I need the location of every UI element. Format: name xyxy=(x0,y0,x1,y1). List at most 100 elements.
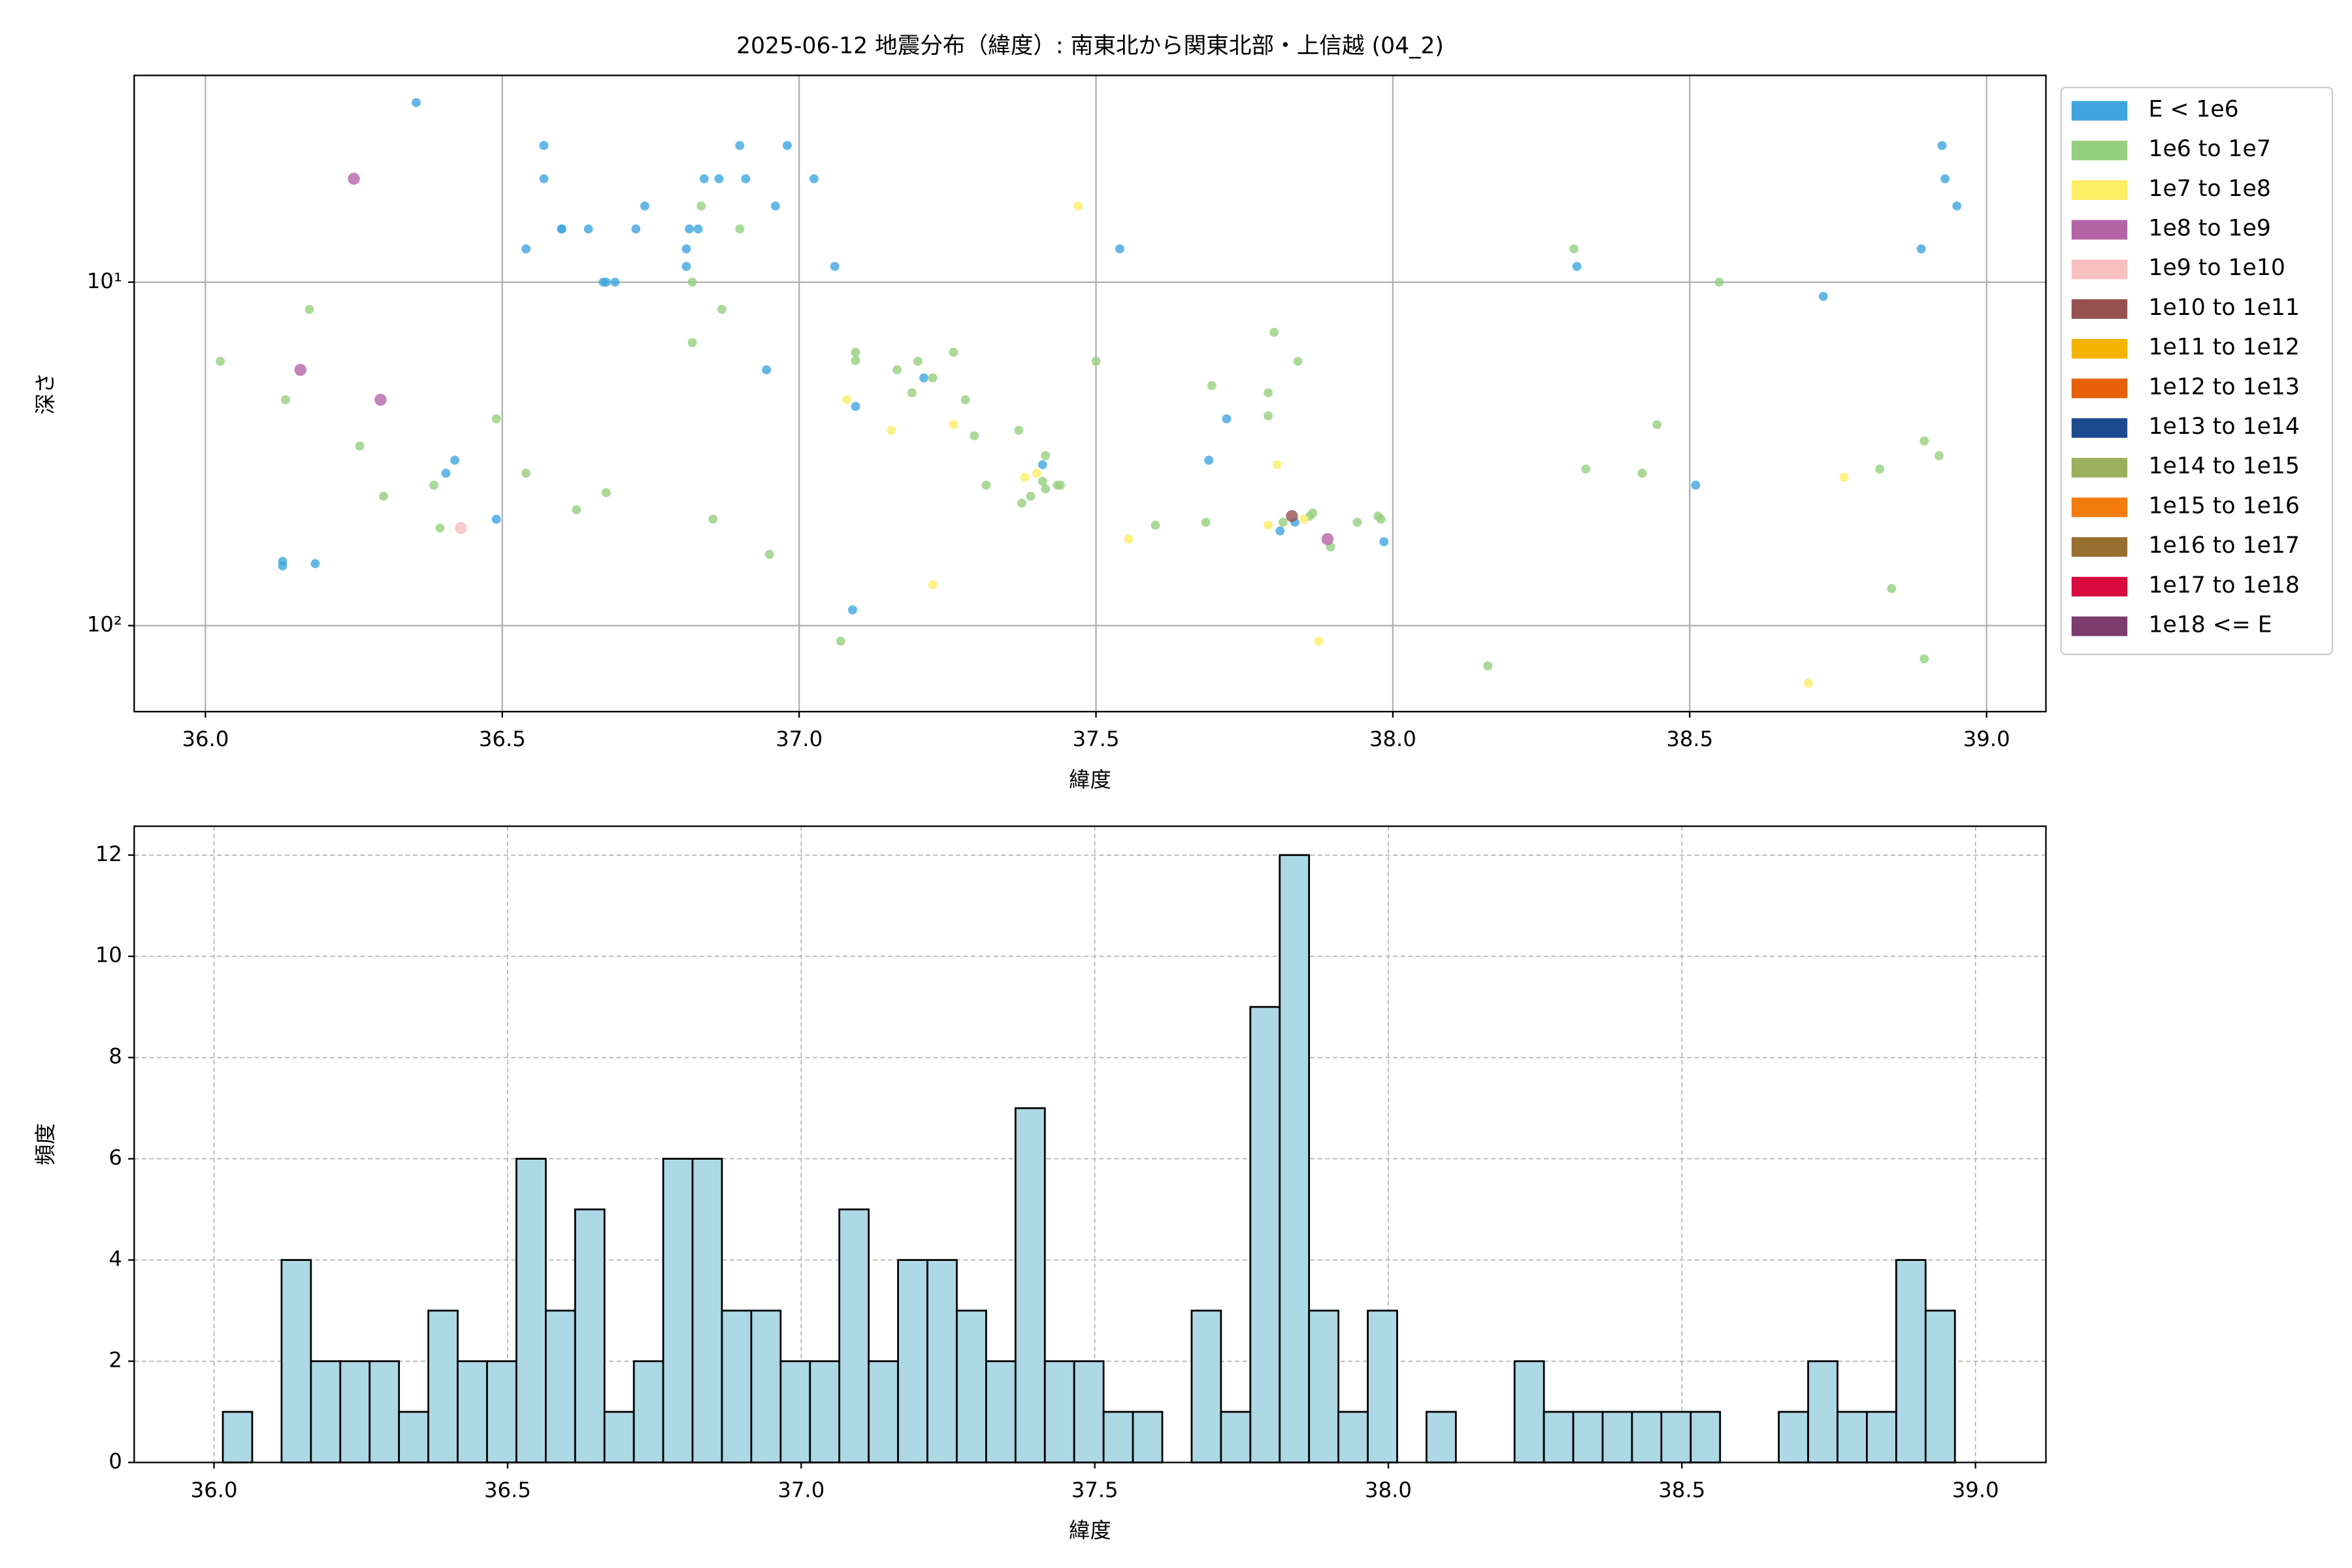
histogram-bar xyxy=(1572,1411,1604,1463)
data-point xyxy=(1804,678,1813,688)
data-point xyxy=(783,140,792,150)
histogram-bar xyxy=(339,1360,371,1463)
legend-swatch xyxy=(2071,299,2128,319)
data-point xyxy=(1204,455,1214,465)
data-point xyxy=(1714,277,1724,287)
data-point xyxy=(1151,520,1160,530)
data-point xyxy=(310,559,320,568)
data-point xyxy=(1314,636,1324,646)
data-point xyxy=(681,261,691,271)
data-point xyxy=(441,468,451,478)
data-point xyxy=(1264,388,1273,398)
x-axis-label: 緯度 xyxy=(1069,767,1111,792)
data-point xyxy=(685,224,694,234)
data-point xyxy=(601,277,611,287)
legend-swatch xyxy=(2071,378,2128,399)
histogram-bar xyxy=(1778,1411,1809,1463)
data-point xyxy=(1275,526,1285,536)
chart-title: 2025-06-12 地震分布（緯度）: 南東北から関東北部・上信越 (04_2… xyxy=(736,33,1444,59)
data-point xyxy=(693,224,703,234)
data-point xyxy=(1264,411,1273,421)
histogram-bar xyxy=(427,1309,459,1463)
histogram-bar xyxy=(926,1259,958,1463)
x-tick-label: 39.0 xyxy=(1952,1477,1999,1502)
data-point xyxy=(1887,583,1897,593)
x-tick-label: 38.5 xyxy=(1658,1477,1705,1502)
data-point xyxy=(429,480,439,490)
data-point xyxy=(631,224,641,234)
data-point xyxy=(1037,460,1047,470)
histogram-bar xyxy=(809,1360,841,1463)
y-tick-label: 2 xyxy=(108,1348,122,1373)
legend-swatch xyxy=(2071,220,2128,240)
data-point xyxy=(1091,357,1101,366)
data-point xyxy=(1569,244,1579,253)
data-point xyxy=(949,420,958,429)
x-tick-label: 36.5 xyxy=(484,1477,531,1502)
legend-swatch xyxy=(2071,140,2128,161)
data-point xyxy=(741,174,751,184)
data-point xyxy=(764,549,774,559)
histogram-bar xyxy=(1308,1309,1339,1463)
data-point xyxy=(294,363,307,376)
histogram-bar xyxy=(1014,1107,1046,1463)
histogram-bar xyxy=(1543,1411,1575,1463)
data-point xyxy=(435,523,445,533)
data-point xyxy=(491,414,501,424)
data-point xyxy=(717,304,727,314)
legend-swatch xyxy=(2071,259,2128,280)
data-point xyxy=(762,365,772,375)
data-point xyxy=(640,201,649,211)
legend-swatch xyxy=(2071,418,2128,438)
data-point xyxy=(1321,532,1334,546)
legend-label: 1e9 to 1e10 xyxy=(2148,255,2285,281)
data-point xyxy=(278,561,287,571)
legend-label: 1e7 to 1e8 xyxy=(2148,176,2270,202)
data-point xyxy=(699,174,709,184)
data-point xyxy=(1201,517,1211,527)
data-point xyxy=(919,373,928,383)
data-point xyxy=(892,365,902,375)
y-tick-label: 10 xyxy=(95,943,122,968)
y-axis-label: 深さ xyxy=(33,372,58,415)
data-point xyxy=(1818,291,1828,301)
histogram-bar xyxy=(1601,1411,1633,1463)
data-point xyxy=(851,348,860,357)
histogram-bar xyxy=(603,1411,635,1463)
legend-swatch xyxy=(2071,537,2128,557)
histogram-bar xyxy=(398,1411,430,1463)
data-point xyxy=(454,522,467,534)
x-tick-label: 37.0 xyxy=(776,727,823,751)
data-point xyxy=(491,514,501,524)
histogram-bar xyxy=(1043,1360,1075,1463)
data-point xyxy=(450,455,460,465)
legend-label: E < 1e6 xyxy=(2148,96,2238,122)
histogram-bar xyxy=(779,1360,811,1463)
legend-swatch xyxy=(2071,576,2128,596)
legend-label: 1e8 to 1e9 xyxy=(2148,216,2270,242)
histogram-bar xyxy=(515,1158,547,1463)
data-point xyxy=(379,491,388,501)
histogram-bar xyxy=(1102,1411,1134,1463)
data-point xyxy=(610,277,620,287)
legend-swatch xyxy=(2071,101,2128,121)
data-point xyxy=(1207,381,1217,391)
data-point xyxy=(848,605,857,615)
data-point xyxy=(1937,140,1947,150)
data-point xyxy=(687,277,697,287)
data-point xyxy=(1286,510,1298,523)
data-point xyxy=(714,174,724,184)
x-tick-label: 37.5 xyxy=(1073,727,1120,751)
data-point xyxy=(1020,472,1030,482)
data-point xyxy=(1379,537,1389,547)
data-point xyxy=(981,480,991,490)
legend-label: 1e10 to 1e11 xyxy=(2148,295,2299,321)
legend-swatch xyxy=(2071,497,2128,517)
histogram-bar xyxy=(662,1158,694,1463)
data-point xyxy=(851,402,860,411)
data-point xyxy=(216,357,225,366)
y-tick-label: 12 xyxy=(95,841,122,866)
data-point xyxy=(539,174,549,184)
